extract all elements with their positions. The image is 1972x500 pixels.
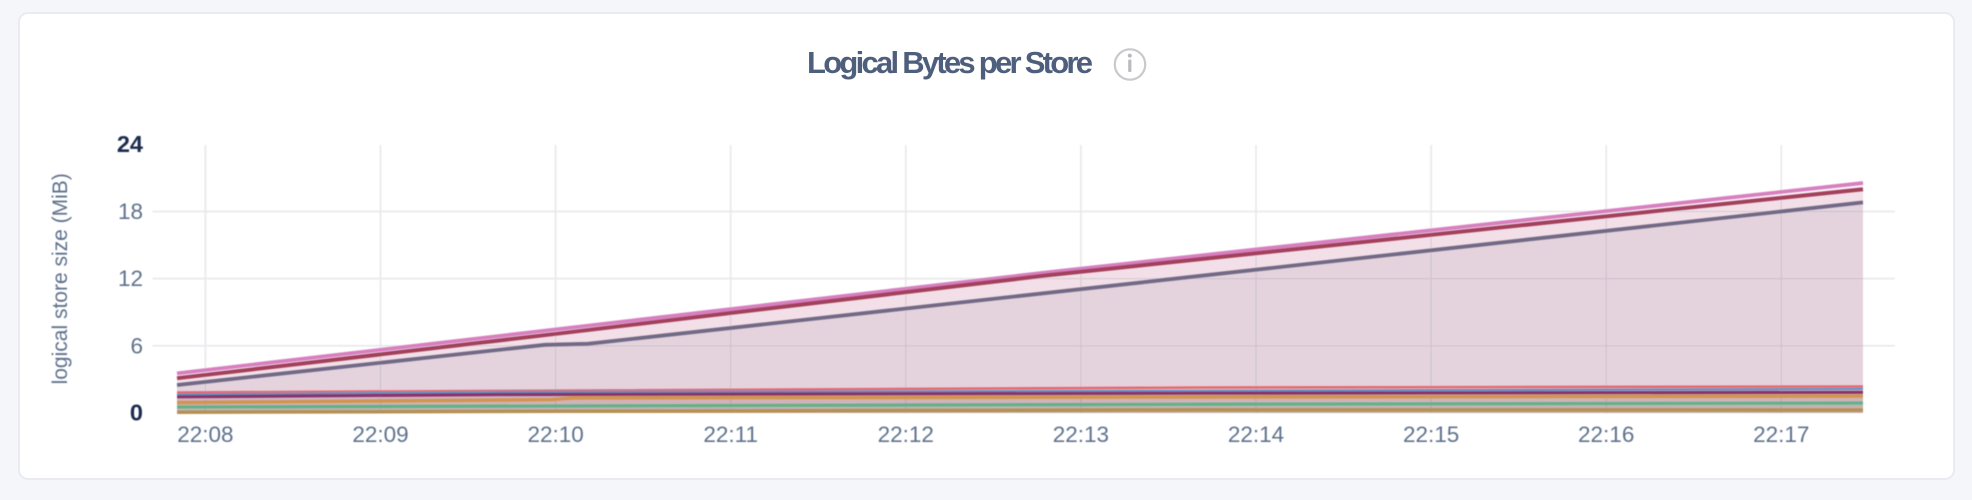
svg-text:22:08: 22:08 — [177, 422, 233, 447]
svg-text:6: 6 — [130, 333, 143, 358]
svg-text:12: 12 — [118, 266, 143, 291]
svg-text:18: 18 — [118, 199, 143, 224]
svg-text:0: 0 — [130, 400, 143, 426]
svg-text:22:16: 22:16 — [1578, 422, 1634, 447]
svg-text:22:15: 22:15 — [1403, 422, 1459, 447]
svg-text:22:11: 22:11 — [703, 422, 758, 447]
svg-text:22:10: 22:10 — [527, 422, 583, 447]
svg-text:24: 24 — [117, 131, 143, 157]
svg-text:22:12: 22:12 — [878, 422, 934, 447]
svg-text:logical store size (MiB): logical store size (MiB) — [49, 173, 72, 384]
svg-text:Logical Bytes per Store: Logical Bytes per Store — [807, 45, 1093, 80]
svg-text:22:09: 22:09 — [352, 422, 408, 447]
svg-text:22:13: 22:13 — [1053, 422, 1109, 447]
svg-text:22:17: 22:17 — [1753, 422, 1809, 447]
svg-text:22:14: 22:14 — [1228, 422, 1284, 447]
